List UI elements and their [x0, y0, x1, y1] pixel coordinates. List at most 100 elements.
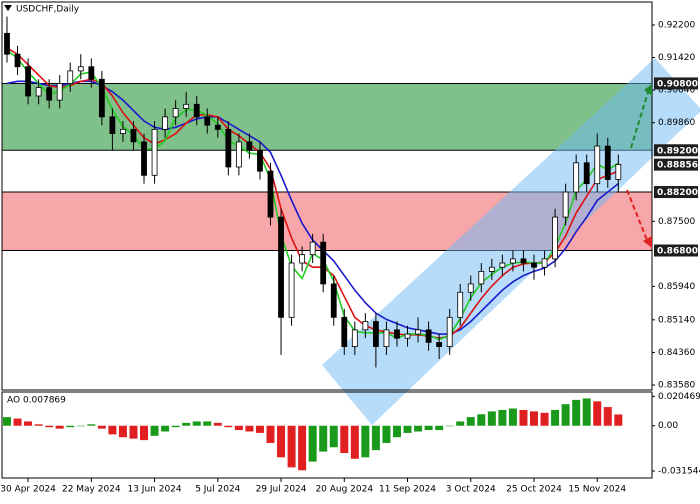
- candle-body: [394, 329, 400, 339]
- down-arrow: [626, 189, 648, 241]
- candle-body: [4, 32, 10, 55]
- ao-bar: [414, 425, 423, 432]
- ao-bar: [150, 425, 159, 436]
- ao-bar: [87, 424, 96, 426]
- ao-bar: [361, 425, 370, 458]
- y-tick-label: 0.92200: [658, 20, 695, 30]
- candle-body: [362, 321, 369, 331]
- candle-body: [204, 116, 211, 126]
- ao-bar: [340, 425, 349, 454]
- candle-body: [436, 341, 443, 347]
- candle-body: [56, 83, 63, 101]
- candle-body: [415, 329, 421, 335]
- level-box: [654, 144, 698, 157]
- candle-body: [552, 216, 558, 260]
- candle-body: [467, 283, 474, 293]
- ao-bar: [118, 425, 127, 438]
- candle-body: [488, 266, 495, 272]
- candle-body: [404, 333, 411, 339]
- indicator-title: AO 0.007869: [7, 396, 66, 406]
- candle-body: [235, 141, 242, 168]
- candle-body: [120, 128, 126, 134]
- ao-bar: [13, 418, 22, 426]
- ao-bar: [140, 425, 149, 441]
- candle-body: [267, 170, 274, 218]
- x-tick-label: 11 Sep 2024: [379, 485, 436, 495]
- candle-body: [478, 270, 485, 285]
- candle-body: [77, 66, 84, 72]
- indicator-y-tick-label: 0.020469: [658, 392, 700, 402]
- ao-bar: [350, 425, 359, 459]
- ao-bar: [45, 425, 54, 428]
- ao-bar: [108, 425, 117, 435]
- main-panel-frame: [1, 1, 653, 391]
- ao-bar: [213, 422, 222, 426]
- x-tick-label: 30 Apr 2024: [0, 485, 56, 495]
- ao-bar: [498, 409, 507, 426]
- ao-bar: [424, 425, 433, 431]
- candle-body: [162, 116, 169, 130]
- candle-body: [604, 145, 611, 180]
- candle-body: [541, 258, 548, 268]
- ao-bar: [129, 425, 138, 439]
- candle-body: [183, 103, 190, 109]
- candle-body: [372, 321, 379, 347]
- x-tick-label: 13 Jun 2024: [127, 485, 181, 495]
- ao-bar: [392, 425, 401, 438]
- y-tick-label: 0.90640: [658, 86, 695, 96]
- candle-body: [383, 329, 390, 347]
- ao-bar: [572, 399, 581, 426]
- candle-body: [88, 66, 95, 80]
- ao-bar: [287, 425, 296, 468]
- candle-body: [499, 262, 506, 268]
- x-tick-label: 22 May 2024: [62, 485, 121, 495]
- y-tick-label: 0.85140: [658, 315, 695, 325]
- ao-bar: [382, 425, 391, 443]
- ao-bar: [319, 425, 328, 452]
- indicator-y-tick-label: 0.00: [658, 421, 678, 431]
- y-tick-label: 0.91420: [658, 53, 695, 63]
- ao-bar: [456, 421, 465, 426]
- candle-body: [172, 108, 179, 118]
- ao-bar: [234, 425, 243, 431]
- level-label: 0.88200: [657, 188, 698, 198]
- up-arrowhead: [644, 84, 652, 96]
- level-label: 0.89200: [657, 146, 698, 156]
- candle-body: [25, 66, 31, 97]
- candle-body: [67, 70, 74, 84]
- ao-bar: [192, 421, 201, 426]
- candle-body: [35, 87, 42, 97]
- ao-bar: [487, 411, 496, 426]
- y-tick-label: 0.83580: [658, 380, 695, 390]
- candle-body: [562, 191, 569, 218]
- candle-body: [214, 124, 221, 130]
- ao-bar: [329, 425, 338, 448]
- ao-bar: [298, 425, 307, 471]
- ao-bar: [308, 425, 317, 462]
- candle-body: [246, 141, 253, 151]
- candle-body: [573, 162, 580, 193]
- symbol-icon: [4, 5, 12, 11]
- candle-body: [299, 254, 306, 264]
- ao-bar: [477, 414, 486, 426]
- ao-bar: [519, 409, 528, 426]
- ao-bar: [530, 411, 538, 426]
- up-arrow: [630, 91, 649, 149]
- ao-bar: [66, 425, 75, 428]
- candle-body: [594, 145, 601, 185]
- candle-body: [278, 216, 284, 318]
- ao-bar: [161, 425, 170, 432]
- candle-body: [510, 258, 516, 264]
- ao-bar: [203, 421, 212, 426]
- ao-bar: [603, 407, 612, 426]
- candle-body: [531, 262, 537, 268]
- y-tick-label: 0.87500: [658, 217, 695, 227]
- ao-bar: [76, 425, 85, 427]
- ao-bar: [97, 425, 106, 429]
- y-tick-label: 0.85940: [658, 282, 695, 292]
- candle-body: [46, 87, 53, 101]
- x-tick-label: 15 Nov 2024: [568, 485, 626, 495]
- y-tick-label: 0.89860: [658, 118, 695, 128]
- ao-bar: [182, 422, 191, 426]
- ao-panel-frame: [1, 391, 653, 479]
